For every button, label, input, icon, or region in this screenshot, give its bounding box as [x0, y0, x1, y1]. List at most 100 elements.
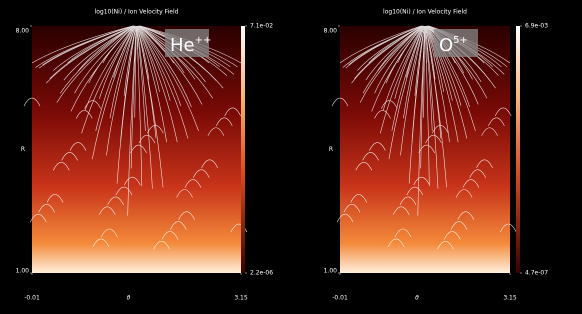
streamline [52, 162, 70, 171]
x-tick-label: 3.15 [234, 295, 248, 302]
streamline [38, 204, 55, 213]
streamline [138, 25, 199, 131]
streamline [84, 100, 101, 109]
streamline [230, 223, 248, 233]
y-tick-label: 8.00 [16, 28, 30, 35]
streamline [139, 25, 224, 89]
streamline [365, 25, 423, 81]
streamline [130, 25, 137, 169]
streamline [397, 25, 424, 64]
streamline [348, 25, 422, 66]
streamline [377, 25, 423, 72]
streamline [61, 152, 78, 161]
streamline [176, 189, 193, 198]
ion-label: O5+ [439, 35, 468, 56]
streamline [462, 179, 480, 188]
streamline [92, 238, 110, 248]
ion-charge: 5+ [453, 35, 468, 46]
streamline [443, 231, 461, 240]
streamline [405, 25, 425, 78]
density-field [32, 26, 241, 273]
streamline [392, 206, 410, 215]
streamline [457, 211, 475, 220]
streamline [417, 25, 425, 216]
streamline [75, 110, 93, 119]
streamline [418, 144, 435, 154]
streamline [84, 25, 135, 111]
streamline [350, 194, 367, 203]
streamline [343, 204, 361, 213]
streamline [425, 25, 447, 188]
streamline [184, 179, 202, 188]
streamline [374, 25, 423, 94]
ion-label-box: O5+ [434, 29, 478, 57]
streamline [481, 127, 498, 136]
streamline [224, 107, 241, 117]
streamline [201, 159, 218, 168]
streamline [115, 186, 133, 196]
streamline [450, 221, 468, 230]
streamline [161, 231, 179, 240]
x-tick-label: -0.01 [24, 295, 40, 302]
colorbar [241, 26, 245, 273]
streamline [426, 25, 462, 106]
streamline [216, 117, 233, 126]
streamline [425, 134, 442, 144]
streamline [98, 206, 116, 215]
streamline [425, 25, 433, 131]
streamline [60, 25, 134, 94]
streamline [424, 25, 430, 187]
streamline [23, 97, 41, 107]
streamline [153, 241, 170, 250]
density-field [340, 26, 510, 273]
ion-name: O [439, 35, 453, 56]
streamline [109, 25, 136, 119]
colorbar [516, 26, 520, 273]
streamline [406, 186, 424, 196]
streamline [170, 221, 187, 230]
chart-title: log10(Ni) / Ion Velocity Field [95, 9, 179, 16]
streamline [381, 100, 398, 109]
streamline [42, 25, 133, 66]
streamline [113, 25, 136, 78]
streamline [178, 211, 195, 220]
streamline [374, 110, 391, 119]
streamline [488, 117, 505, 126]
colorbar-tick-label: 2.2e-06 [250, 270, 273, 277]
streamline [193, 169, 210, 178]
streamline [362, 152, 379, 161]
streamline [380, 25, 424, 134]
streamline [138, 134, 156, 144]
streamline [63, 25, 134, 81]
streamline [437, 241, 454, 250]
streamline [134, 25, 137, 118]
streamline [74, 25, 135, 94]
streamline [359, 25, 423, 103]
streamline [136, 25, 146, 131]
streamline [355, 162, 373, 171]
streamline [99, 25, 136, 99]
streamline [147, 124, 164, 134]
y-tick-label: 1.00 [16, 268, 30, 275]
streamline [500, 223, 517, 233]
streamline [136, 25, 143, 187]
x-tick-label: 3.15 [503, 295, 517, 302]
streamline [425, 25, 439, 189]
ion-label-box: He++ [165, 29, 211, 57]
streamline [336, 213, 354, 223]
streamline [81, 25, 135, 134]
streamline [127, 25, 137, 216]
chart-title: log10(Ni) / Ion Velocity Field [383, 9, 467, 16]
streamline [101, 228, 118, 238]
streamline [102, 25, 136, 64]
streamline [137, 25, 178, 143]
streamline [77, 25, 135, 72]
streamline [423, 25, 426, 118]
streamline [139, 25, 213, 99]
streamline [414, 25, 425, 96]
streamline [413, 176, 430, 186]
streamline [106, 25, 136, 156]
streamline [207, 127, 225, 136]
streamline [138, 25, 203, 105]
